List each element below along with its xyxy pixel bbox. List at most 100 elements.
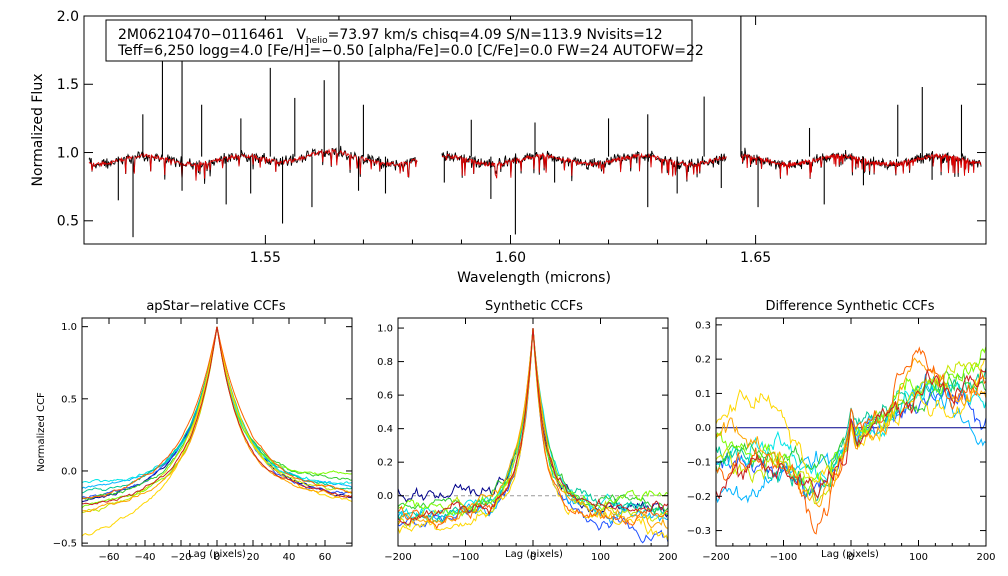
ccf1-xtick-label: 60 <box>319 552 332 563</box>
ccf1-xtick-label: 20 <box>247 552 260 563</box>
spectrum-frame <box>83 15 987 245</box>
ccf1-ytick-label: 1.0 <box>61 322 77 333</box>
ccf1-ytick-label: −0.5 <box>53 539 77 550</box>
ccf3-series-line <box>715 358 987 483</box>
ccf3-series-line <box>715 346 987 535</box>
ccf3-panel: Difference Synthetic CCFs −200 −100 0 100 20… <box>687 299 996 563</box>
ccf3-series-line <box>715 360 987 505</box>
ccf2-series-line <box>397 328 669 517</box>
ccf3-series-line <box>715 380 987 482</box>
ccf3-frame <box>715 317 987 547</box>
ccf2-xtick-label: 200 <box>658 552 677 563</box>
ccf2-ytick-label: 1.0 <box>377 324 393 335</box>
ccf3-xlabel: Lag (pixels) <box>821 549 879 560</box>
ccf1-title: apStar−relative CCFs <box>146 299 286 314</box>
spectrum-observed-line <box>740 147 982 179</box>
ccf1-series-line <box>81 326 353 514</box>
ccf1-ylabel: Normalized CCF <box>36 392 47 472</box>
ccf3-series-line <box>715 357 987 508</box>
ccf1-ticks: −60 −40 −20 0 20 40 60 −0.5 0.0 0.5 1.0 <box>53 318 352 563</box>
spectrum-panel: 1.55 1.60 1.65 0.5 1.0 1.5 2.0 Wavelength (mic… <box>30 9 987 286</box>
ccf3-ytick-label: 0.2 <box>695 355 711 366</box>
annotation-line-1: 2M06210470−0116461 Vhelio=73.97 km/s chis… <box>118 27 663 46</box>
spectrum-ticks: 1.55 1.60 1.65 0.5 1.0 1.5 2.0 <box>57 9 986 266</box>
ccf2-plot-area <box>397 328 669 544</box>
ccf2-ticks: −200 −100 0 100 200 0.0 0.2 0.4 0.6 0.8 1.0 <box>377 318 678 563</box>
spectrum-observed-line <box>441 150 727 182</box>
ccf3-xtick-label: −200 <box>702 552 729 563</box>
ccf3-xtick-label: 100 <box>909 552 928 563</box>
annotation-v-sub: helio <box>306 36 328 46</box>
spectrum-model-line <box>441 152 727 180</box>
spectrum-plot-area <box>88 16 982 238</box>
ccf3-xtick-label: 0 <box>848 552 854 563</box>
ccf2-xtick-label: 100 <box>591 552 610 563</box>
ccf3-ytick-label: 0.0 <box>695 423 711 434</box>
ccf2-ytick-label: 0.2 <box>377 458 393 469</box>
spectrum-ylabel: Normalized Flux <box>30 74 46 187</box>
ccf1-xtick-label: 0 <box>214 552 220 563</box>
ccf2-xtick-label: −200 <box>384 552 411 563</box>
ccf3-ytick-label: 0.3 <box>695 320 711 331</box>
ccf3-ticks: −200 −100 0 100 200 −0.3 −0.2 −0.1 0.0 0.1 0.2 0.3 <box>687 318 996 563</box>
spectrum-ytick-label: 0.5 <box>57 214 79 230</box>
ccf2-ytick-label: 0.0 <box>377 491 393 502</box>
ccf2-panel: Synthetic CCFs −200 −100 0 100 200 0.0 0.2 0.4 0… <box>377 299 677 563</box>
ccf1-ytick-label: 0.0 <box>61 466 77 477</box>
ccf2-xtick-label: 0 <box>530 552 536 563</box>
spectrum-ytick-label: 1.5 <box>57 77 79 93</box>
ccf3-title: Difference Synthetic CCFs <box>765 299 934 314</box>
annotation-star-id: 2M06210470−0116461 <box>118 27 284 43</box>
ccf2-xtick-label: −100 <box>452 552 479 563</box>
ccf1-xtick-label: −20 <box>170 552 191 563</box>
ccf1-frame <box>81 317 353 547</box>
ccf2-ytick-label: 0.8 <box>377 357 393 368</box>
ccf1-xlabel: Lag (pixels) <box>188 549 246 560</box>
ccf3-ytick-label: −0.3 <box>687 526 711 537</box>
ccf1-xtick-label: −40 <box>134 552 155 563</box>
annotation-v-label: V <box>296 27 306 43</box>
ccf1-panel: apStar−relative CCFs −60 −40 −20 0 20 40 60 −0.… <box>36 299 353 563</box>
spectrum-model-line <box>740 153 982 178</box>
spectrum-xtick-label: 1.65 <box>740 250 771 266</box>
ccf3-ytick-label: −0.1 <box>687 458 711 469</box>
ccf3-xtick-label: 200 <box>976 552 995 563</box>
ccf1-series-line <box>81 326 353 537</box>
ccf3-xtick-label: −100 <box>770 552 797 563</box>
ccf2-series-line <box>397 328 669 522</box>
ccf3-ytick-label: 0.1 <box>695 389 711 400</box>
spectrum-xtick-label: 1.55 <box>250 250 281 266</box>
ccf2-series-line <box>397 328 669 526</box>
annotation-v-value: =73.97 km/s chisq=4.09 S/N=113.9 Nvisits… <box>328 27 663 43</box>
ccf1-series-line <box>81 326 353 489</box>
spectrum-xtick-label: 1.60 <box>495 250 526 266</box>
ccf3-ytick-label: −0.2 <box>687 492 711 503</box>
ccf1-xtick-label: −60 <box>98 552 119 563</box>
spectrum-annotation-box <box>105 19 693 62</box>
spectrum-ytick-label: 1.0 <box>57 145 79 161</box>
ccf3-series-line <box>715 367 987 502</box>
ccf2-title: Synthetic CCFs <box>485 299 583 314</box>
ccf1-series-line <box>81 326 353 485</box>
ccf2-ytick-label: 0.4 <box>377 424 393 435</box>
ccf2-series-line <box>397 328 669 525</box>
ccf1-plot-area <box>81 326 353 537</box>
ccf1-series-line <box>82 326 353 506</box>
annotation-line-2: Teff=6,250 logg=4.0 [Fe/H]=−0.50 [alpha/… <box>117 43 704 59</box>
ccf3-series-line <box>715 368 987 500</box>
ccf2-series-line <box>397 328 669 518</box>
ccf1-xtick-label: 40 <box>283 552 296 563</box>
ccf1-series-line <box>81 326 353 513</box>
ccf2-ytick-label: 0.6 <box>377 391 393 402</box>
ccf3-plot-area <box>715 346 987 535</box>
ccf2-series-line <box>397 328 669 515</box>
ccf1-ytick-label: 0.5 <box>61 394 77 405</box>
spectrum-xlabel: Wavelength (microns) <box>457 270 611 286</box>
spectrum-ytick-label: 2.0 <box>57 9 79 25</box>
ccf2-series-line <box>397 328 669 525</box>
ccf1-series-line <box>81 326 352 501</box>
ccf2-xlabel: Lag (pixels) <box>505 549 563 560</box>
spectrum-observed-line <box>88 145 418 184</box>
spectrum-model-line <box>88 148 418 181</box>
